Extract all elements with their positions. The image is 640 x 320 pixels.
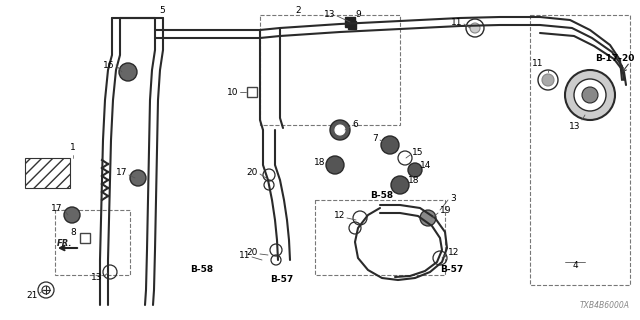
Text: TXB4B6000A: TXB4B6000A [580,301,630,310]
Bar [260,15,400,125]
Text: 12: 12 [333,211,345,220]
Text: B-58: B-58 [190,266,213,275]
Text: 13: 13 [90,274,102,283]
Text: 9: 9 [355,10,361,19]
Text: 6: 6 [352,119,358,129]
Circle shape [119,63,137,81]
Bar [348,21,356,29]
Circle shape [326,156,344,174]
Text: 7: 7 [372,133,378,142]
Text: 19: 19 [440,205,451,214]
Circle shape [565,70,615,120]
Circle shape [542,74,554,86]
Circle shape [130,170,146,186]
Text: 14: 14 [420,161,431,170]
Bar [346,18,354,26]
Bar [247,87,257,97]
Bar [315,200,445,275]
Text: 11: 11 [451,18,462,27]
Text: 21: 21 [27,291,38,300]
Text: 4: 4 [572,260,578,269]
Text: 20: 20 [246,247,258,257]
Text: 18: 18 [408,175,419,185]
Bar [530,15,630,285]
Text: 15: 15 [412,148,424,156]
Circle shape [335,125,345,135]
Bar [80,233,90,243]
Text: 1: 1 [70,143,76,152]
Bar [345,17,355,27]
Text: 2: 2 [295,5,301,14]
Circle shape [420,210,436,226]
Circle shape [64,207,80,223]
Text: 5: 5 [159,5,165,14]
Circle shape [582,87,598,103]
Text: 18: 18 [314,157,325,166]
Circle shape [391,176,409,194]
Text: 13: 13 [569,122,580,131]
Bar [25,158,70,188]
Text: 11: 11 [532,59,544,68]
Text: 13: 13 [323,10,335,19]
Circle shape [408,163,422,177]
Circle shape [330,120,350,140]
Text: 8: 8 [70,228,76,236]
Circle shape [470,23,480,33]
Text: B-58: B-58 [370,190,393,199]
Text: FR.: FR. [57,238,72,247]
Text: 20: 20 [246,167,258,177]
Text: B-57: B-57 [440,266,463,275]
Text: B-57: B-57 [270,276,293,284]
Text: 11: 11 [239,251,250,260]
Text: 3: 3 [450,194,456,203]
Text: 17: 17 [115,167,127,177]
Text: 12: 12 [448,247,460,257]
Text: 10: 10 [227,87,238,97]
Bar [55,210,130,275]
Circle shape [381,136,399,154]
Text: 16: 16 [102,60,114,69]
Text: B-17-20: B-17-20 [596,53,635,62]
Circle shape [574,79,606,111]
Text: 17: 17 [51,204,62,212]
